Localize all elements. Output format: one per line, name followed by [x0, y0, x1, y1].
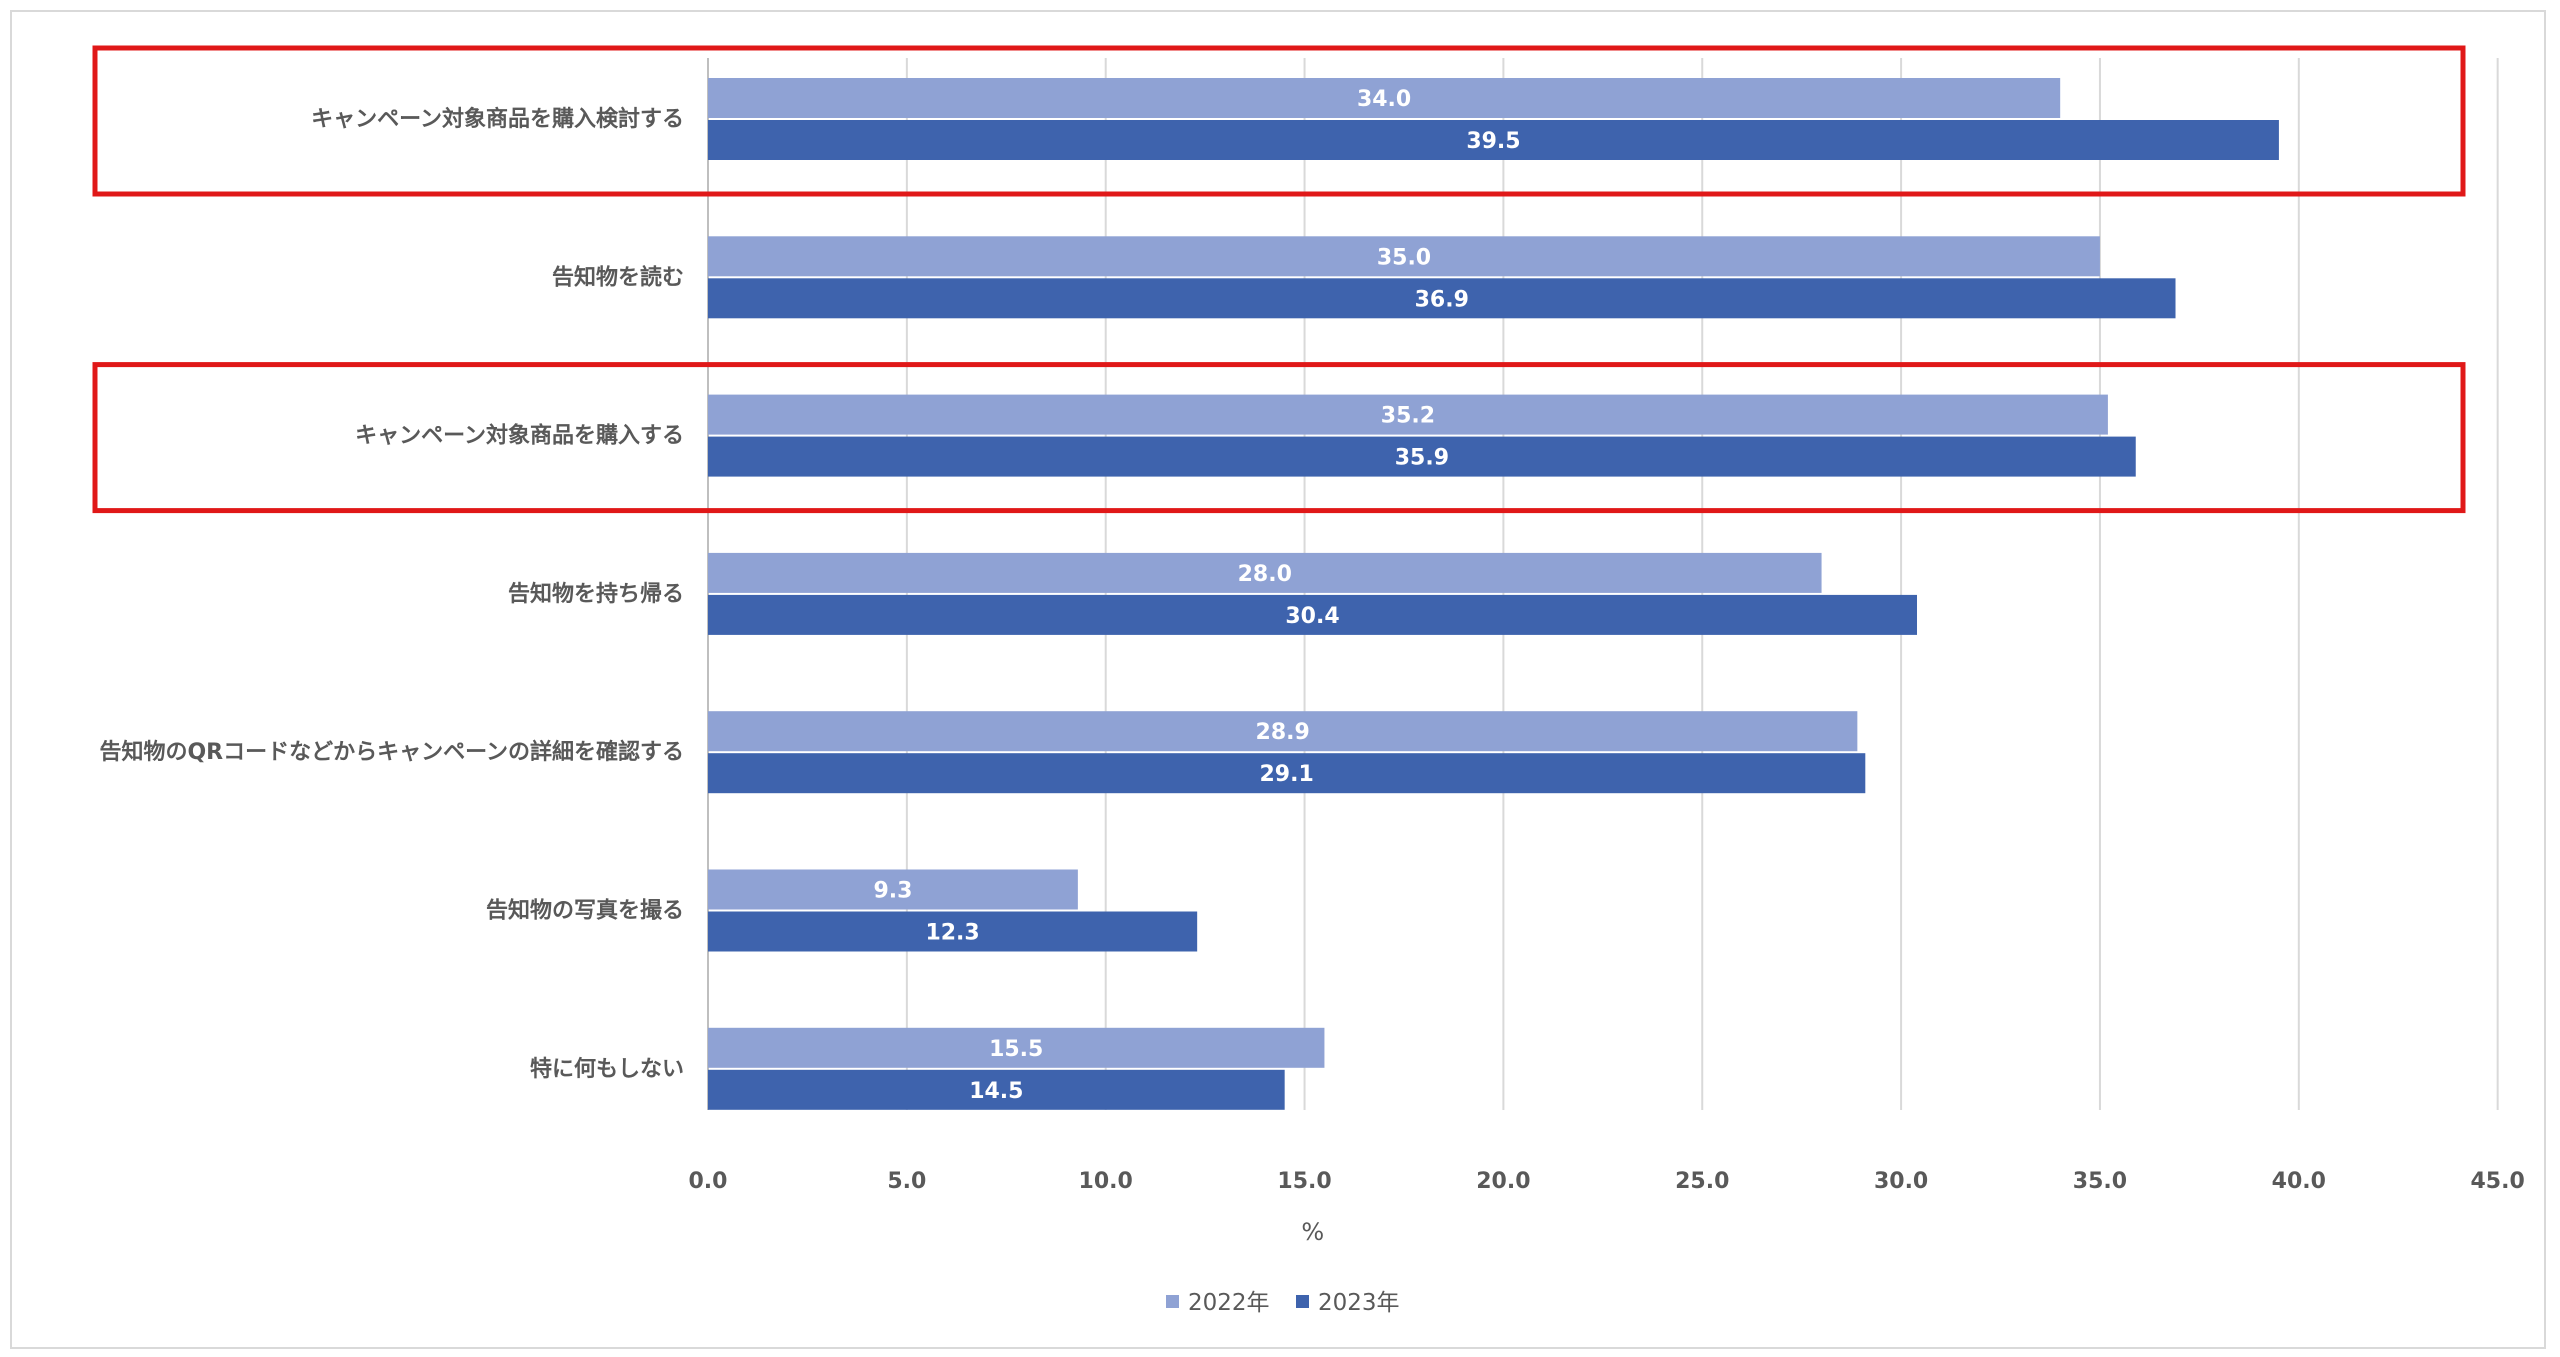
category-label: 告知物を読む [552, 264, 684, 290]
category-label: 告知物を持ち帰る [508, 581, 684, 607]
data-labels: 34.0 39.5 35.0 36.9 35.2 35.9 28.0 30.4 28.9 29.1… [873, 87, 1520, 1104]
bar-2022 [708, 236, 2100, 277]
bar-2023 [708, 1069, 1285, 1110]
legend-label: 2022年 [1188, 1290, 1270, 1316]
bar-value-label: 36.9 [1415, 287, 1469, 312]
bar-value-label: 28.0 [1238, 562, 1292, 587]
legend: 2022年 2023年 [1166, 1290, 1400, 1316]
bar-value-label: 35.0 [1377, 245, 1431, 270]
bar-2022 [708, 394, 2108, 435]
x-tick-label: 20.0 [1476, 1169, 1530, 1194]
x-tick-label: 25.0 [1675, 1169, 1729, 1194]
bar-value-label: 34.0 [1357, 87, 1411, 112]
x-tick-label: 15.0 [1277, 1169, 1331, 1194]
category-label: 特に何もしない [530, 1056, 684, 1082]
x-tick-label: 40.0 [2272, 1169, 2326, 1194]
bars [708, 78, 2279, 1110]
bar-2023 [708, 436, 2136, 477]
bar-value-label: 14.5 [969, 1079, 1023, 1104]
bar-value-label: 29.1 [1260, 762, 1314, 787]
bar-2023 [708, 753, 1866, 794]
x-axis-ticks: 0.0 5.0 10.0 15.0 20.0 25.0 30.0 35.0 40.0 45.0 [689, 1169, 2525, 1194]
bar-2022 [708, 78, 2061, 118]
x-tick-label: 30.0 [1874, 1169, 1928, 1194]
x-tick-label: 5.0 [887, 1169, 926, 1194]
category-label: キャンペーン対象商品を購入検討する [311, 106, 684, 132]
category-labels: キャンペーン対象商品を購入検討する告知物を読むキャンペーン対象商品を購入する告知… [99, 106, 684, 1082]
category-label: 告知物のQRコードなどからキャンペーンの詳細を確認する [99, 739, 684, 765]
x-tick-label: 45.0 [2471, 1169, 2525, 1194]
legend-swatch [1296, 1295, 1309, 1308]
x-tick-label: 35.0 [2073, 1169, 2127, 1194]
bar-value-label: 9.3 [873, 879, 912, 904]
bar-value-label: 15.5 [989, 1037, 1043, 1062]
x-axis-title: % [1301, 1218, 1324, 1246]
bar-2022 [708, 552, 1822, 593]
bar-value-label: 35.9 [1395, 446, 1449, 471]
bar-2023 [708, 120, 2279, 160]
legend-label: 2023年 [1318, 1290, 1400, 1316]
bar-value-label: 28.9 [1256, 720, 1310, 745]
bar-2022 [708, 711, 1858, 752]
bar-value-label: 39.5 [1466, 129, 1520, 154]
bar-2023 [708, 594, 1918, 635]
bar-value-label: 35.2 [1381, 404, 1435, 429]
highlight-box [92, 362, 2466, 514]
bar-2023 [708, 911, 1198, 952]
bar-2023 [708, 278, 2176, 319]
bar-2022 [708, 1027, 1325, 1068]
highlight-box [92, 45, 2466, 197]
category-label: キャンペーン対象商品を購入する [355, 423, 684, 449]
x-tick-label: 0.0 [689, 1169, 728, 1194]
bar-2022 [708, 869, 1078, 910]
bar-value-label: 30.4 [1285, 604, 1339, 629]
chart-frame [10, 10, 2546, 1349]
highlight-boxes [92, 45, 2466, 514]
x-tick-label: 10.0 [1079, 1169, 1133, 1194]
legend-swatch [1166, 1295, 1179, 1308]
bar-value-label: 12.3 [925, 921, 979, 946]
category-label: 告知物の写真を撮る [486, 898, 684, 924]
